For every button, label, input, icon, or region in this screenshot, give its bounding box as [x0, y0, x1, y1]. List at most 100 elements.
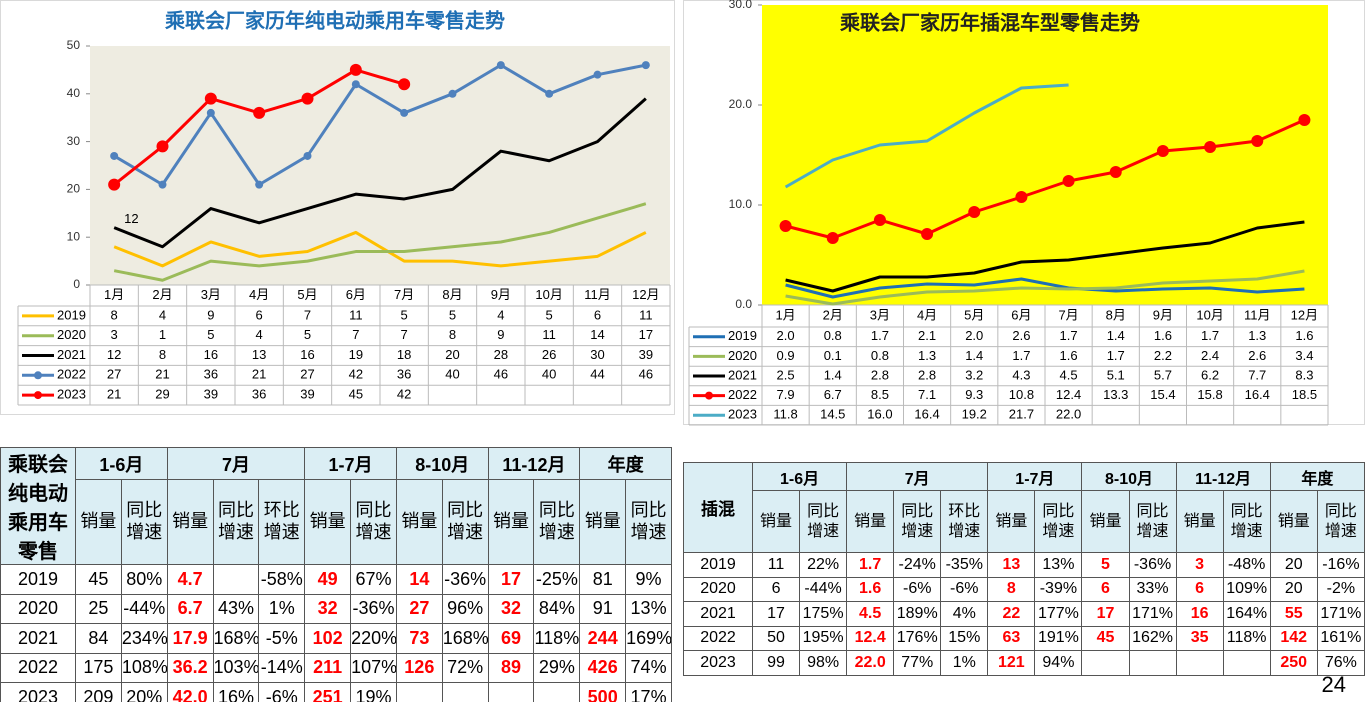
cell: -36%	[441, 564, 489, 595]
column-header: 同比增速	[1128, 490, 1177, 553]
cell: 1.7	[846, 552, 895, 578]
cell: 175	[75, 652, 122, 683]
table-value: 1	[159, 327, 166, 342]
cell: 72%	[441, 652, 489, 683]
table-value: 4	[497, 307, 504, 322]
table-value: 2.6	[1012, 328, 1030, 343]
table-value: 4.3	[1012, 367, 1030, 382]
cell: 6	[751, 576, 801, 602]
cell: 169%	[625, 623, 672, 654]
cell: 1%	[940, 650, 989, 676]
table-value: 2.6	[1248, 348, 1266, 363]
table-value: 20	[445, 347, 459, 362]
column-header: 同比增速	[1316, 490, 1366, 553]
cell: 81	[579, 564, 627, 595]
table-value: 11.8	[773, 407, 797, 422]
table-value: 3.4	[1295, 348, 1313, 363]
cell: -36%	[1128, 552, 1177, 578]
table-value: 7.1	[918, 387, 936, 402]
table-value: 6	[256, 307, 263, 322]
cell: 176%	[893, 625, 942, 651]
cell: 500	[579, 682, 627, 702]
data-row: 2021 17 175% 4.5 189% 4% 22 177% 17 171% 16 164% 55 1…	[683, 601, 1366, 627]
cell: 20	[1269, 576, 1318, 602]
cell: 14	[395, 564, 443, 595]
marker	[545, 89, 554, 98]
table-value: 22.0	[1056, 407, 1081, 422]
table-value: 1.7	[871, 328, 889, 343]
header-row: 乘联会纯电动乘用车零售 1-6月 7月 1-7月 8-10月 11-12月 年度	[0, 447, 672, 565]
row-label: 2019	[683, 552, 753, 578]
cell: 8	[987, 576, 1036, 602]
legend-label: 2022	[57, 367, 86, 382]
group-header: 7月	[846, 462, 989, 491]
marker	[1251, 135, 1264, 147]
table-value: 13.3	[1103, 387, 1128, 402]
series-line	[113, 202, 647, 282]
plot-area	[762, 5, 1328, 305]
table-value: 27	[107, 367, 121, 382]
column-header: 销量	[75, 479, 122, 565]
row-label: 2019	[0, 564, 76, 595]
table-value: 4	[159, 307, 166, 322]
x-tick-label: 3月	[201, 287, 221, 302]
legend-label: 2021	[57, 347, 86, 362]
table-value: 1.4	[824, 367, 842, 382]
column-header: 同比增速	[799, 490, 848, 553]
table-value: 1.6	[1295, 328, 1313, 343]
table-value: 1.4	[965, 348, 983, 363]
cell: -6%	[258, 682, 306, 702]
column-header: 同比增速	[893, 490, 942, 553]
group-header: 1-6月	[75, 447, 168, 480]
corner: 乘联会纯电动乘用车零售	[0, 447, 76, 565]
x-tick-label: 5月	[964, 307, 984, 322]
y-tick-label: 0.0	[735, 297, 752, 311]
marker	[158, 180, 167, 189]
marker	[301, 92, 314, 105]
cell: 17	[751, 601, 801, 627]
column-header: 同比增速	[350, 479, 397, 565]
cell	[395, 682, 443, 702]
cell: 161%	[1316, 625, 1366, 651]
table-value: 3	[111, 327, 118, 342]
group-header: 8-10月	[395, 447, 489, 480]
table-value: 9.3	[965, 387, 983, 402]
x-tick-label: 6月	[1011, 307, 1031, 322]
marker	[108, 178, 121, 191]
data-row: 2019 45 80% 4.7 -58% 49 67% 14 -36% 17 -25% 81 9%	[0, 564, 672, 595]
x-tick-label: 4月	[249, 287, 269, 302]
cell: 102	[304, 623, 352, 654]
cell: 13%	[1034, 552, 1083, 578]
cell: 142	[1269, 625, 1318, 651]
cell: -2%	[1316, 576, 1366, 602]
cell: 45	[1081, 625, 1130, 651]
table-value: 2.5	[777, 367, 795, 382]
y-tick-label: 20	[67, 182, 81, 196]
table-value: 8.5	[871, 387, 889, 402]
table-value: 5	[449, 307, 456, 322]
cell: 17.9	[166, 623, 214, 654]
table-value: 16.4	[1245, 387, 1270, 402]
cell: 126	[395, 652, 443, 683]
cell: 43%	[212, 593, 260, 624]
table-value: 7	[304, 307, 311, 322]
row-label: 2021	[683, 601, 753, 627]
series-line	[785, 277, 1305, 299]
table-value: 1.3	[918, 348, 936, 363]
cell: 164%	[1222, 601, 1271, 627]
cell: 13%	[625, 593, 672, 624]
table-value: 2.8	[918, 367, 936, 382]
column-header: 环比增速	[258, 479, 306, 565]
column-header: 同比增速	[533, 479, 581, 565]
cell: 195%	[799, 625, 848, 651]
cell: 35	[1175, 625, 1224, 651]
group-header: 7月	[166, 447, 306, 480]
table-value: 8	[111, 307, 118, 322]
data-row: 2019 11 22% 1.7 -24% -35% 13 13% 5 -36% 3 -48% 20 -16…	[683, 552, 1366, 578]
cell: 89	[487, 652, 535, 683]
cell: 32	[487, 593, 535, 624]
x-tick-label: 1月	[775, 307, 795, 322]
x-tick-label: 5月	[297, 287, 317, 302]
x-tick-label: 2月	[823, 307, 843, 322]
